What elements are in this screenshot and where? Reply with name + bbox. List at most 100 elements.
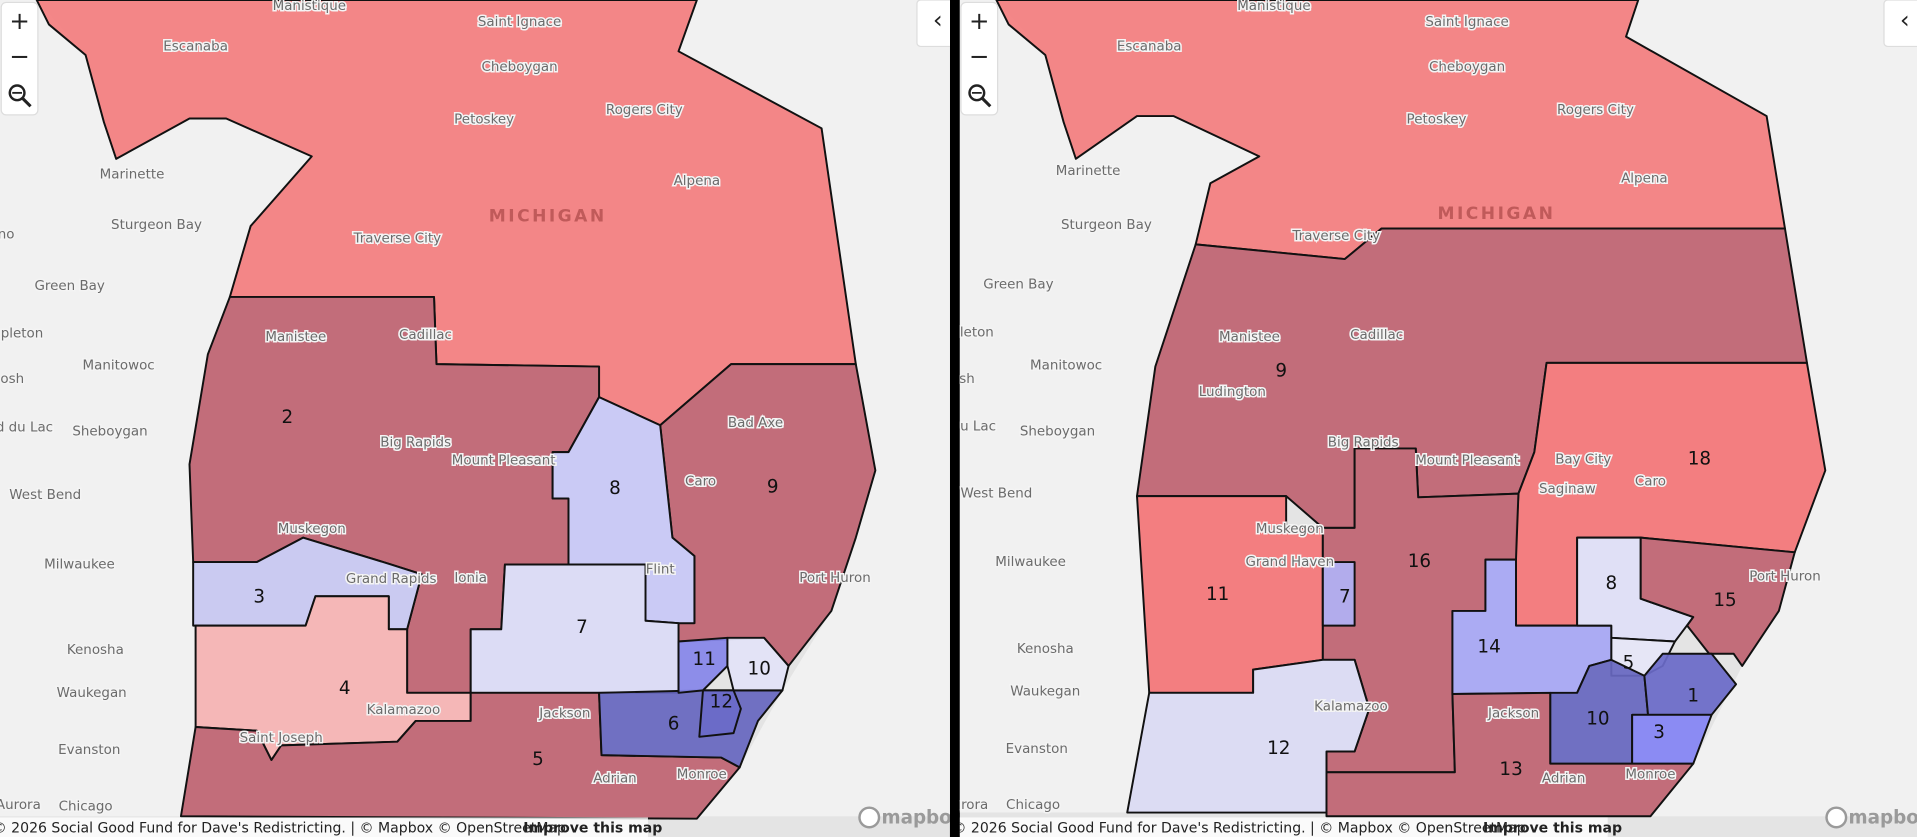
lake	[1626, 0, 1917, 817]
place-label: Rogers City	[606, 103, 683, 118]
attribution-bar	[959, 817, 1608, 837]
lake	[959, 0, 1260, 813]
zoom-in-button[interactable]: +	[9, 6, 29, 35]
district	[698, 689, 742, 738]
attribution-bar	[0, 817, 648, 837]
district-label: 3	[253, 587, 265, 608]
magnifier-lens	[968, 84, 986, 102]
district-label: 18	[1688, 448, 1711, 469]
district-label: 5	[1623, 652, 1635, 673]
place-label: Evanston	[58, 743, 120, 758]
place-label: Rogers City	[1557, 103, 1634, 118]
district-label: 2	[281, 407, 293, 428]
zoom-in-button[interactable]: +	[969, 6, 989, 35]
district-label: 10	[1586, 709, 1609, 730]
place-label: Adrian	[1542, 771, 1586, 786]
district-label: 7	[1339, 587, 1351, 608]
district-label: 1	[1687, 685, 1699, 706]
zoom-out-button[interactable]: −	[9, 41, 29, 70]
district-label: 4	[339, 678, 351, 699]
place-label: Grand Haven	[1246, 555, 1335, 570]
place-label: Bad Axe	[728, 416, 783, 431]
place-label: Big Rapids	[1328, 435, 1399, 450]
place-label: Aurora	[943, 798, 988, 813]
place-label: Alpena	[1621, 171, 1667, 186]
place-label: Kenosha	[67, 643, 124, 658]
district-label: 3	[1653, 722, 1665, 743]
place-label: Mount Pleasant	[1415, 454, 1519, 469]
collapse-tab[interactable]	[916, 0, 954, 48]
place-label: d du Lac	[0, 421, 53, 436]
place-label: Petoskey	[454, 113, 514, 128]
zoom-out-button[interactable]: −	[969, 41, 989, 70]
district-label: 9	[1275, 360, 1287, 381]
place-label: u Lac	[960, 419, 996, 434]
district-label: 11	[693, 649, 716, 670]
district-label: 5	[532, 749, 544, 770]
place-label: West Bend	[960, 487, 1032, 502]
place-label: Kalamazoo	[367, 703, 441, 718]
place-label: Grand Rapids	[346, 572, 437, 587]
improve-map-link[interactable]: Improve this map	[523, 820, 662, 836]
district-label: 12	[710, 692, 733, 713]
improve-map-link[interactable]: Improve this map	[1483, 820, 1622, 836]
place-label: Jackson	[538, 707, 590, 722]
place-label: Escanaba	[1117, 39, 1182, 54]
attribution: © 2026 Social Good Fund for Dave's Redis…	[0, 820, 566, 836]
district	[1325, 691, 1695, 818]
collapse-button[interactable]: ‹	[1900, 5, 1910, 34]
place-label: Saint Ignace	[478, 15, 561, 30]
magnifier-handle	[980, 96, 992, 108]
state-label: MICHIGAN	[489, 206, 607, 226]
attribution: © 2026 Social Good Fund for Dave's Redis…	[952, 820, 1525, 836]
place-label: Petoskey	[1407, 113, 1467, 128]
place-label: Muskegon	[1256, 522, 1324, 537]
magnifier-lens	[8, 84, 26, 102]
map-panel: Manistique Saint Ignace Escanaba Cheboygan P…	[0, 0, 954, 837]
place-label: Saint Joseph	[240, 731, 323, 746]
place-label: Manitowoc	[1030, 358, 1102, 373]
place-label: Mount Pleasant	[452, 454, 556, 469]
place-label: Big Rapids	[380, 435, 451, 450]
place-label: Evanston	[1006, 742, 1068, 757]
district	[726, 636, 790, 692]
place-label: Kenosha	[1017, 642, 1074, 657]
district-label: 12	[1267, 738, 1290, 759]
place-label: Cheboygan	[1429, 60, 1505, 75]
place-label: Flint	[646, 562, 675, 577]
place-label: Manistique	[273, 0, 346, 14]
district-label: 8	[1606, 573, 1618, 594]
place-label: Milwaukee	[995, 555, 1066, 570]
mapbox-logo-icon	[1825, 806, 1848, 829]
place-label: sh	[959, 372, 975, 387]
collapse-tab[interactable]	[1883, 0, 1917, 48]
place-label: Port Huron	[1749, 570, 1821, 585]
zoom-fit-button[interactable]	[968, 84, 992, 108]
place-label: Sheboygan	[72, 424, 147, 439]
place-label: Manitowoc	[82, 358, 154, 373]
place-label: Marinette	[1056, 164, 1121, 179]
place-label: Cheboygan	[482, 60, 558, 75]
place-label: Ludington	[1199, 385, 1266, 400]
place-label: Alpena	[674, 174, 720, 189]
district-label: 7	[576, 617, 588, 638]
lake	[0, 0, 312, 817]
place-label: Saginaw	[1539, 482, 1596, 497]
district	[1126, 658, 1371, 814]
collapse-button[interactable]: ‹	[933, 5, 943, 34]
place-label: leton	[960, 325, 994, 340]
place-label: Manistique	[1237, 0, 1310, 14]
place-label: Green Bay	[34, 279, 104, 294]
state-label: MICHIGAN	[1438, 204, 1556, 224]
place-label: Saint Ignace	[1425, 15, 1508, 30]
zoom-controls	[960, 1, 999, 116]
district-label: 13	[1499, 759, 1522, 780]
district	[677, 636, 729, 694]
mapbox-logo: mapbox	[1849, 808, 1917, 829]
place-label: Port Huron	[799, 571, 871, 586]
district-label: 10	[748, 659, 771, 680]
district-label: 15	[1713, 590, 1736, 611]
zoom-fit-button[interactable]	[8, 84, 32, 108]
